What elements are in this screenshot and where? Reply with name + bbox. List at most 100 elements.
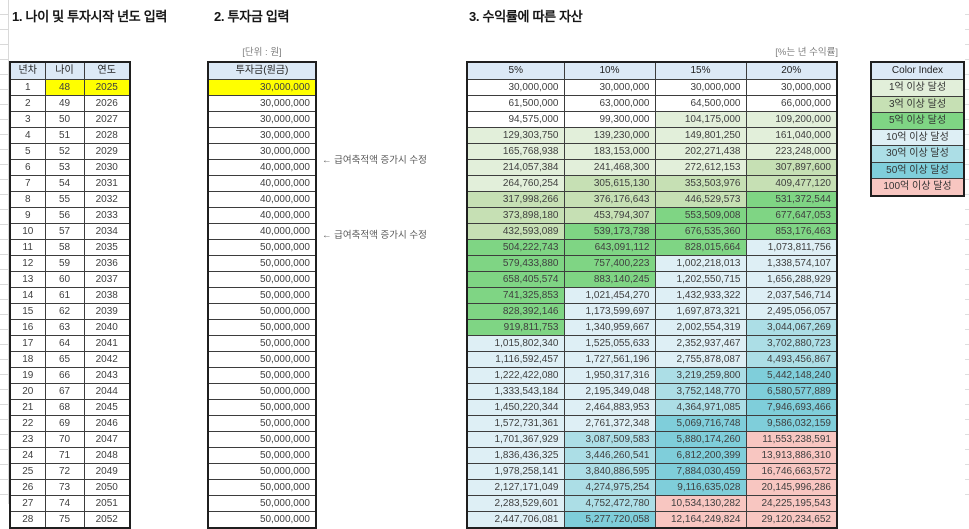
year-cell[interactable]: 2029 <box>83 143 131 160</box>
asset-value-cell[interactable]: 66,000,000 <box>745 95 838 112</box>
investment-amount-cell[interactable]: 50,000,000 <box>207 255 317 272</box>
asset-value-cell[interactable]: 104,175,000 <box>654 111 747 128</box>
investment-amount-cell[interactable]: 40,000,000 <box>207 191 317 208</box>
asset-value-cell[interactable]: 109,200,000 <box>745 111 838 128</box>
age-cell[interactable]: 51 <box>44 127 85 144</box>
age-cell[interactable]: 55 <box>44 191 85 208</box>
asset-value-cell[interactable]: 183,153,000 <box>563 143 656 160</box>
year-cell[interactable]: 2043 <box>83 367 131 384</box>
asset-value-cell[interactable]: 64,500,000 <box>654 95 747 112</box>
asset-value-cell[interactable]: 5,880,174,260 <box>654 431 747 448</box>
year-cell[interactable]: 2037 <box>83 271 131 288</box>
year-index-cell[interactable]: 4 <box>9 127 46 144</box>
asset-value-cell[interactable]: 883,140,245 <box>563 271 656 288</box>
year-index-cell[interactable]: 23 <box>9 431 46 448</box>
asset-value-cell[interactable]: 1,015,802,340 <box>466 335 565 352</box>
asset-value-cell[interactable]: 30,000,000 <box>745 79 838 96</box>
asset-value-cell[interactable]: 1,727,561,196 <box>563 351 656 368</box>
year-cell[interactable]: 2035 <box>83 239 131 256</box>
age-cell[interactable]: 73 <box>44 479 85 496</box>
year-index-cell[interactable]: 17 <box>9 335 46 352</box>
asset-value-cell[interactable]: 1,525,055,633 <box>563 335 656 352</box>
asset-value-cell[interactable]: 241,468,300 <box>563 159 656 176</box>
asset-value-cell[interactable]: 2,002,554,319 <box>654 319 747 336</box>
asset-value-cell[interactable]: 3,446,260,541 <box>563 447 656 464</box>
age-cell[interactable]: 68 <box>44 399 85 416</box>
year-cell[interactable]: 2034 <box>83 223 131 240</box>
asset-value-cell[interactable]: 1,836,436,325 <box>466 447 565 464</box>
year-index-cell[interactable]: 26 <box>9 479 46 496</box>
return-rate-column-header[interactable]: 10% <box>563 61 656 80</box>
age-cell[interactable]: 57 <box>44 223 85 240</box>
asset-value-cell[interactable]: 317,998,266 <box>466 191 565 208</box>
investment-amount-cell[interactable]: 40,000,000 <box>207 207 317 224</box>
asset-value-cell[interactable]: 6,580,577,889 <box>745 383 838 400</box>
year-index-cell[interactable]: 11 <box>9 239 46 256</box>
age-cell[interactable]: 62 <box>44 303 85 320</box>
asset-value-cell[interactable]: 12,164,249,824 <box>654 511 747 529</box>
asset-value-cell[interactable]: 94,575,000 <box>466 111 565 128</box>
asset-value-cell[interactable]: 7,946,693,466 <box>745 399 838 416</box>
year-index-cell[interactable]: 9 <box>9 207 46 224</box>
asset-value-cell[interactable]: 30,000,000 <box>654 79 747 96</box>
asset-value-cell[interactable]: 432,593,089 <box>466 223 565 240</box>
asset-value-cell[interactable]: 1,950,317,316 <box>563 367 656 384</box>
asset-value-cell[interactable]: 1,340,959,667 <box>563 319 656 336</box>
asset-value-cell[interactable]: 1,173,599,697 <box>563 303 656 320</box>
asset-value-cell[interactable]: 2,352,937,467 <box>654 335 747 352</box>
asset-value-cell[interactable]: 3,840,886,595 <box>563 463 656 480</box>
asset-value-cell[interactable]: 2,195,349,048 <box>563 383 656 400</box>
return-rate-column-header[interactable]: 20% <box>745 61 838 80</box>
asset-value-cell[interactable]: 2,761,372,348 <box>563 415 656 432</box>
asset-value-cell[interactable]: 1,073,811,756 <box>745 239 838 256</box>
asset-value-cell[interactable]: 214,057,384 <box>466 159 565 176</box>
asset-value-cell[interactable]: 504,222,743 <box>466 239 565 256</box>
asset-value-cell[interactable]: 643,091,112 <box>563 239 656 256</box>
asset-value-cell[interactable]: 30,000,000 <box>466 79 565 96</box>
asset-value-cell[interactable]: 539,173,738 <box>563 223 656 240</box>
asset-value-cell[interactable]: 129,303,750 <box>466 127 565 144</box>
investment-amount-cell[interactable]: 30,000,000 <box>207 111 317 128</box>
asset-value-cell[interactable]: 453,794,307 <box>563 207 656 224</box>
asset-value-cell[interactable]: 2,755,878,087 <box>654 351 747 368</box>
year-index-cell[interactable]: 3 <box>9 111 46 128</box>
age-table-column-header[interactable]: 나이 <box>44 61 85 80</box>
year-cell[interactable]: 2027 <box>83 111 131 128</box>
year-cell[interactable]: 2039 <box>83 303 131 320</box>
asset-value-cell[interactable]: 307,897,600 <box>745 159 838 176</box>
year-cell[interactable]: 2048 <box>83 447 131 464</box>
asset-value-cell[interactable]: 1,333,543,184 <box>466 383 565 400</box>
asset-value-cell[interactable]: 373,898,180 <box>466 207 565 224</box>
asset-value-cell[interactable]: 3,044,067,269 <box>745 319 838 336</box>
year-index-cell[interactable]: 21 <box>9 399 46 416</box>
asset-value-cell[interactable]: 1,002,218,013 <box>654 255 747 272</box>
asset-value-cell[interactable]: 13,913,886,310 <box>745 447 838 464</box>
asset-value-cell[interactable]: 272,612,153 <box>654 159 747 176</box>
year-cell[interactable]: 2038 <box>83 287 131 304</box>
asset-value-cell[interactable]: 676,535,360 <box>654 223 747 240</box>
asset-value-cell[interactable]: 2,037,546,714 <box>745 287 838 304</box>
investment-amount-cell[interactable]: 50,000,000 <box>207 271 317 288</box>
age-table-column-header[interactable]: 년차 <box>9 61 46 80</box>
investment-amount-cell[interactable]: 50,000,000 <box>207 431 317 448</box>
year-index-cell[interactable]: 14 <box>9 287 46 304</box>
asset-value-cell[interactable]: 139,230,000 <box>563 127 656 144</box>
age-cell[interactable]: 53 <box>44 159 85 176</box>
investment-amount-cell[interactable]: 30,000,000 <box>207 79 317 96</box>
age-cell[interactable]: 54 <box>44 175 85 192</box>
investment-amount-cell[interactable]: 50,000,000 <box>207 383 317 400</box>
year-cell[interactable]: 2036 <box>83 255 131 272</box>
age-cell[interactable]: 63 <box>44 319 85 336</box>
asset-value-cell[interactable]: 3,219,259,800 <box>654 367 747 384</box>
year-cell[interactable]: 2025 <box>83 79 131 96</box>
asset-value-cell[interactable]: 30,000,000 <box>563 79 656 96</box>
asset-value-cell[interactable]: 11,553,238,591 <box>745 431 838 448</box>
year-cell[interactable]: 2032 <box>83 191 131 208</box>
age-cell[interactable]: 48 <box>44 79 85 96</box>
age-cell[interactable]: 75 <box>44 511 85 529</box>
year-cell[interactable]: 2026 <box>83 95 131 112</box>
investment-amount-cell[interactable]: 50,000,000 <box>207 463 317 480</box>
year-cell[interactable]: 2050 <box>83 479 131 496</box>
age-cell[interactable]: 59 <box>44 255 85 272</box>
asset-value-cell[interactable]: 579,433,880 <box>466 255 565 272</box>
